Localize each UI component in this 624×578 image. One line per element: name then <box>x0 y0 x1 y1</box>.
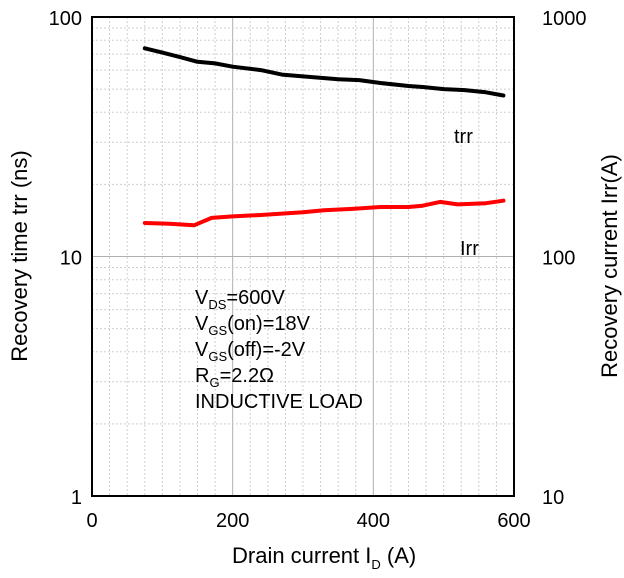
y-right-tick-label: 100 <box>542 248 575 270</box>
x-tick-label: 600 <box>497 510 530 532</box>
y-right-tick-label: 1000 <box>542 8 587 30</box>
y-right-tick-label: 10 <box>542 487 564 509</box>
series-label-trr: trr <box>454 126 473 148</box>
y-left-tick-label: 1 <box>71 487 82 509</box>
y-left-tick-label: 10 <box>60 248 82 270</box>
x-axis-title: Drain current ID (A) <box>232 543 416 572</box>
y-right-axis-title: Recovery current Irr(A) <box>597 154 622 378</box>
x-tick-label: 0 <box>86 510 97 532</box>
series-label-irr: Irr <box>460 238 479 260</box>
x-tick-label: 200 <box>216 510 249 532</box>
x-tick-label: 400 <box>357 510 390 532</box>
condition-rg: RG=2.2Ω <box>195 365 274 390</box>
condition-load: INDUCTIVE LOAD <box>195 391 363 413</box>
y-left-axis-title: Recovery time trr (ns) <box>7 150 32 361</box>
y-left-tick-label: 100 <box>49 8 82 30</box>
